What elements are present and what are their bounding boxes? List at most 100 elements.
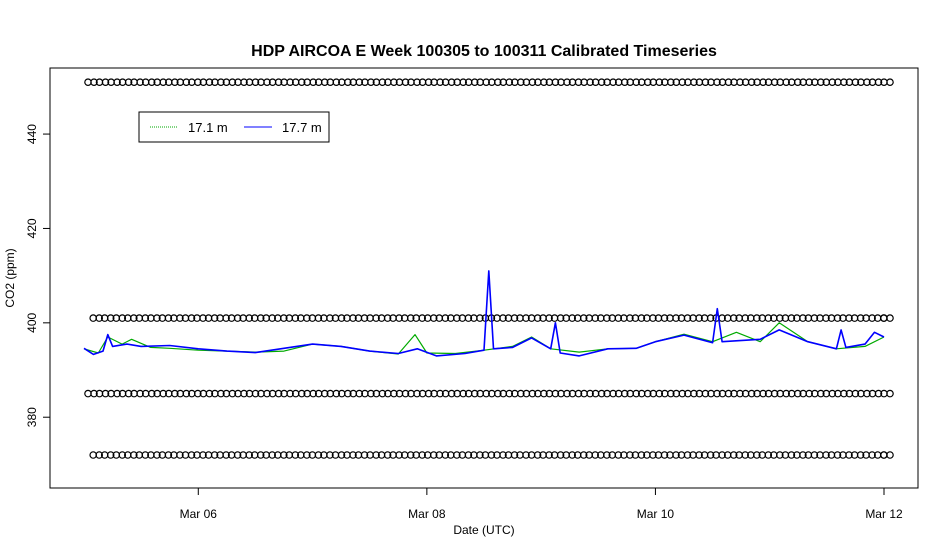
- standard-marker: [770, 78, 779, 87]
- standard-marker: [205, 78, 214, 87]
- standard-marker: [724, 389, 733, 398]
- standard-marker: [326, 314, 334, 322]
- standard-marker: [729, 314, 738, 322]
- standard-marker: [279, 314, 288, 322]
- standard-marker: [752, 314, 761, 322]
- standard-marker: [401, 389, 410, 398]
- standard-marker: [147, 78, 156, 87]
- standard-marker: [816, 78, 825, 87]
- standard-marker: [256, 314, 265, 322]
- standard-marker: [770, 389, 779, 398]
- standard-marker: [182, 389, 191, 398]
- standard-marker: [683, 314, 692, 322]
- standard-marker: [793, 78, 802, 87]
- standard-marker: [568, 314, 577, 322]
- standard-marker: [355, 389, 364, 398]
- standard-marker: [164, 451, 173, 459]
- standard-marker: [171, 389, 179, 398]
- standard-marker: [118, 314, 127, 322]
- legend-label-17-7: 17.7 m: [282, 120, 322, 135]
- standard-marker: [251, 78, 260, 87]
- standard-marker: [210, 451, 219, 459]
- standard-marker: [695, 451, 703, 459]
- standard-marker: [724, 78, 733, 87]
- standard-marker: [291, 451, 300, 459]
- standard-marker: [233, 314, 242, 322]
- standard-marker: [452, 451, 461, 459]
- standard-marker: [240, 389, 248, 398]
- standard-marker: [383, 314, 392, 322]
- standard-marker: [297, 389, 306, 398]
- standard-marker: [222, 314, 230, 322]
- standard-marker: [886, 314, 894, 322]
- standard-marker: [194, 389, 202, 398]
- standard-marker: [545, 314, 553, 322]
- y-axis: 380 400 420 440: [25, 124, 50, 427]
- standard-marker: [441, 314, 450, 322]
- standard-marker: [222, 451, 230, 459]
- standard-marker: [106, 314, 115, 322]
- y-tick-label: 400: [25, 312, 39, 332]
- standard-marker: [367, 78, 375, 87]
- standard-marker: [228, 78, 237, 87]
- standard-marker: [522, 451, 530, 459]
- standard-marker: [510, 314, 519, 322]
- standard-marker: [429, 314, 438, 322]
- standard-marker: [690, 78, 698, 87]
- standard-marker: [141, 451, 150, 459]
- standard-marker: [660, 314, 669, 322]
- standard-marker: [556, 451, 565, 459]
- standard-marker: [493, 78, 502, 87]
- standard-marker: [655, 78, 664, 87]
- standard-marker: [574, 389, 583, 398]
- standard-marker: [886, 78, 894, 87]
- standard-marker: [476, 451, 484, 459]
- standard-marker: [775, 314, 784, 322]
- standard-marker: [194, 78, 202, 87]
- standard-marker: [505, 389, 514, 398]
- x-tick-label: Mar 06: [180, 507, 218, 521]
- standard-marker: [309, 389, 318, 398]
- standard-marker: [805, 389, 814, 398]
- standard-marker: [649, 314, 657, 322]
- standard-marker: [874, 78, 883, 87]
- standard-marker: [418, 451, 427, 459]
- standard-marker: [401, 78, 410, 87]
- standard-marker: [182, 78, 191, 87]
- standard-marker: [349, 451, 357, 459]
- standard-marker: [106, 451, 115, 459]
- standard-marker: [159, 389, 168, 398]
- standard-marker: [217, 78, 225, 87]
- standard-marker: [314, 314, 323, 322]
- standard-marker: [447, 78, 456, 87]
- standard-marker: [597, 389, 606, 398]
- standard-marker: [176, 451, 184, 459]
- standard-marker: [199, 451, 207, 459]
- standard-marker: [568, 451, 577, 459]
- standard-marker: [153, 451, 161, 459]
- standard-marker: [632, 78, 641, 87]
- x-axis: Mar 06 Mar 08 Mar 10 Mar 12: [180, 488, 903, 521]
- standard-marker: [713, 78, 721, 87]
- standard-marker: [660, 451, 669, 459]
- standard-marker: [493, 389, 502, 398]
- x-axis-label: Date (UTC): [453, 523, 514, 537]
- y-tick-label: 420: [25, 218, 39, 238]
- standard-marker: [764, 314, 773, 322]
- standard-marker: [856, 451, 865, 459]
- standard-marker: [355, 78, 364, 87]
- standard-marker: [187, 451, 196, 459]
- standard-marker: [286, 78, 294, 87]
- standard-marker: [579, 314, 588, 322]
- standard-marker: [337, 314, 346, 322]
- standard-marker: [332, 78, 341, 87]
- standard-marker: [436, 78, 444, 87]
- standard-marker: [482, 78, 491, 87]
- standard-marker: [464, 314, 473, 322]
- standard-marker: [787, 451, 796, 459]
- standard-marker: [678, 78, 687, 87]
- standard-marker: [297, 78, 306, 87]
- standard-marker: [130, 451, 138, 459]
- standard-marker: [816, 389, 825, 398]
